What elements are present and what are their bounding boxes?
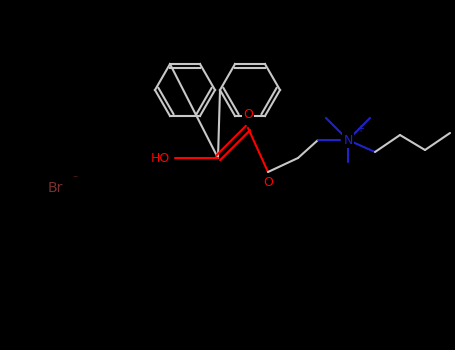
- Text: ⁻: ⁻: [72, 174, 77, 184]
- Text: O: O: [243, 107, 253, 120]
- Text: O: O: [263, 175, 273, 189]
- Text: N: N: [344, 133, 353, 147]
- Text: HO: HO: [150, 152, 170, 164]
- Text: +: +: [356, 124, 364, 134]
- Text: Br: Br: [47, 181, 63, 195]
